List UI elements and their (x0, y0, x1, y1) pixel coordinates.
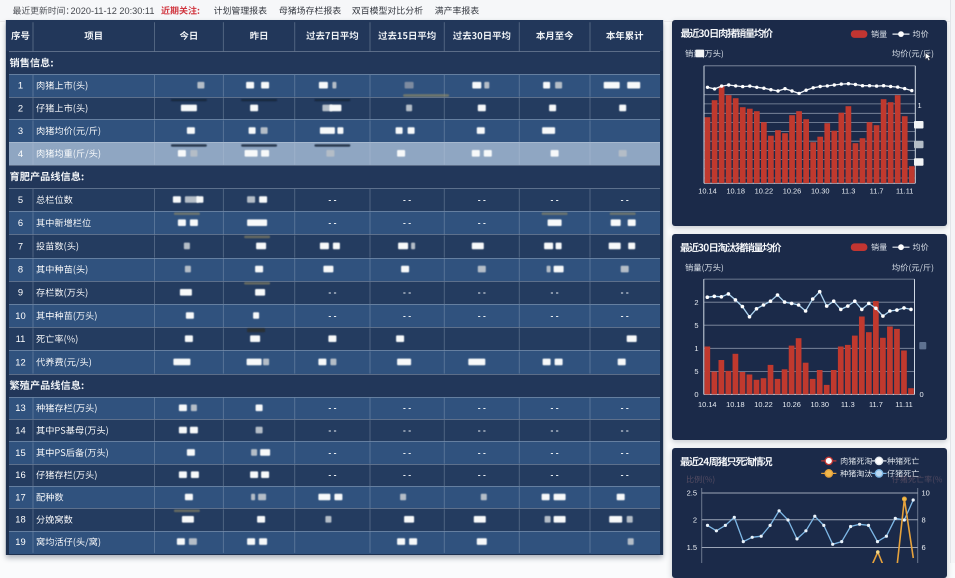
svg-text:- -: - - (621, 287, 629, 297)
svg-text:10.30: 10.30 (811, 187, 830, 196)
svg-text:5: 5 (694, 321, 698, 330)
svg-text:1.5: 1.5 (687, 543, 697, 552)
svg-text:11.3: 11.3 (841, 187, 855, 196)
svg-text:- -: - - (551, 310, 559, 320)
svg-text:- -: - - (478, 403, 486, 413)
svg-text:0: 0 (920, 390, 924, 399)
svg-text:- -: - - (621, 403, 629, 413)
svg-text:- -: - - (403, 218, 411, 228)
svg-text:- -: - - (478, 447, 486, 457)
svg-text:- -: - - (328, 194, 336, 204)
svg-text:- -: - - (551, 287, 559, 297)
svg-text:3: 3 (18, 125, 23, 136)
svg-text:- -: - - (551, 194, 559, 204)
svg-text:10: 10 (922, 489, 930, 498)
svg-text:0: 0 (694, 390, 698, 399)
svg-text:- -: - - (621, 447, 629, 457)
svg-text:- -: - - (478, 425, 486, 435)
svg-text:10.22: 10.22 (754, 400, 773, 409)
svg-text:10.14: 10.14 (698, 187, 717, 196)
svg-text:- -: - - (478, 310, 486, 320)
svg-text:- -: - - (328, 447, 336, 457)
svg-text:11: 11 (16, 333, 26, 344)
svg-text:- -: - - (551, 470, 559, 480)
svg-text:- -: - - (328, 470, 336, 480)
svg-text:- -: - - (551, 425, 559, 435)
svg-text:11.11: 11.11 (895, 400, 912, 409)
svg-text:2: 2 (693, 516, 697, 525)
svg-text:9: 9 (18, 287, 23, 298)
svg-text:6: 6 (18, 217, 23, 228)
svg-text:10.26: 10.26 (783, 187, 802, 196)
svg-text:11.11: 11.11 (896, 187, 913, 196)
svg-text:- -: - - (403, 194, 411, 204)
svg-text:- -: - - (551, 403, 559, 413)
svg-text:2: 2 (18, 102, 23, 113)
svg-text:10.30: 10.30 (810, 400, 829, 409)
svg-text:- -: - - (403, 447, 411, 457)
svg-text:15: 15 (15, 447, 25, 458)
svg-text:- -: - - (403, 425, 411, 435)
svg-text:2020-11-12 20:30:11: 2020-11-12 20:30:11 (71, 6, 155, 16)
svg-text:1: 1 (918, 101, 922, 110)
svg-text:- -: - - (478, 470, 486, 480)
svg-text:10.18: 10.18 (726, 187, 745, 196)
svg-text:- -: - - (403, 287, 411, 297)
svg-text:- -: - - (621, 310, 629, 320)
svg-text:- -: - - (551, 447, 559, 457)
svg-text:8: 8 (922, 516, 926, 525)
svg-text:4: 4 (18, 148, 23, 159)
svg-text:7: 7 (18, 240, 23, 251)
svg-text:8: 8 (18, 264, 23, 275)
svg-text:18: 18 (15, 514, 25, 525)
svg-text:- -: - - (328, 218, 336, 228)
svg-text:10.22: 10.22 (755, 187, 774, 196)
svg-text:16: 16 (15, 469, 25, 480)
svg-text:2: 2 (694, 298, 698, 307)
svg-text:- -: - - (328, 425, 336, 435)
svg-text:5: 5 (18, 194, 23, 205)
svg-text:11.7: 11.7 (870, 187, 884, 196)
svg-text:11.7: 11.7 (869, 400, 883, 409)
svg-text:10.14: 10.14 (698, 400, 717, 409)
svg-text:- -: - - (328, 287, 336, 297)
svg-text:- -: - - (621, 470, 629, 480)
svg-text:14: 14 (15, 425, 25, 436)
svg-text:1: 1 (694, 344, 698, 353)
svg-text:10.18: 10.18 (726, 400, 745, 409)
svg-text:- -: - - (328, 310, 336, 320)
svg-text:1: 1 (18, 80, 23, 91)
svg-text:11.3: 11.3 (841, 400, 855, 409)
svg-text:2.5: 2.5 (687, 489, 697, 498)
svg-text:- -: - - (328, 403, 336, 413)
svg-text:17: 17 (15, 491, 25, 502)
svg-text:- -: - - (478, 218, 486, 228)
svg-text:- -: - - (478, 194, 486, 204)
svg-text:12: 12 (15, 356, 25, 367)
svg-text:- -: - - (621, 194, 629, 204)
svg-text:5: 5 (694, 367, 698, 376)
svg-text:- -: - - (403, 403, 411, 413)
svg-text:10: 10 (15, 310, 25, 321)
svg-text:- -: - - (403, 470, 411, 480)
svg-text:- -: - - (403, 310, 411, 320)
svg-text:13: 13 (15, 402, 25, 413)
svg-text:- -: - - (621, 425, 629, 435)
svg-text:19: 19 (15, 536, 25, 547)
svg-text:6: 6 (922, 543, 926, 552)
svg-text:- -: - - (478, 287, 486, 297)
svg-text:10.26: 10.26 (782, 400, 801, 409)
